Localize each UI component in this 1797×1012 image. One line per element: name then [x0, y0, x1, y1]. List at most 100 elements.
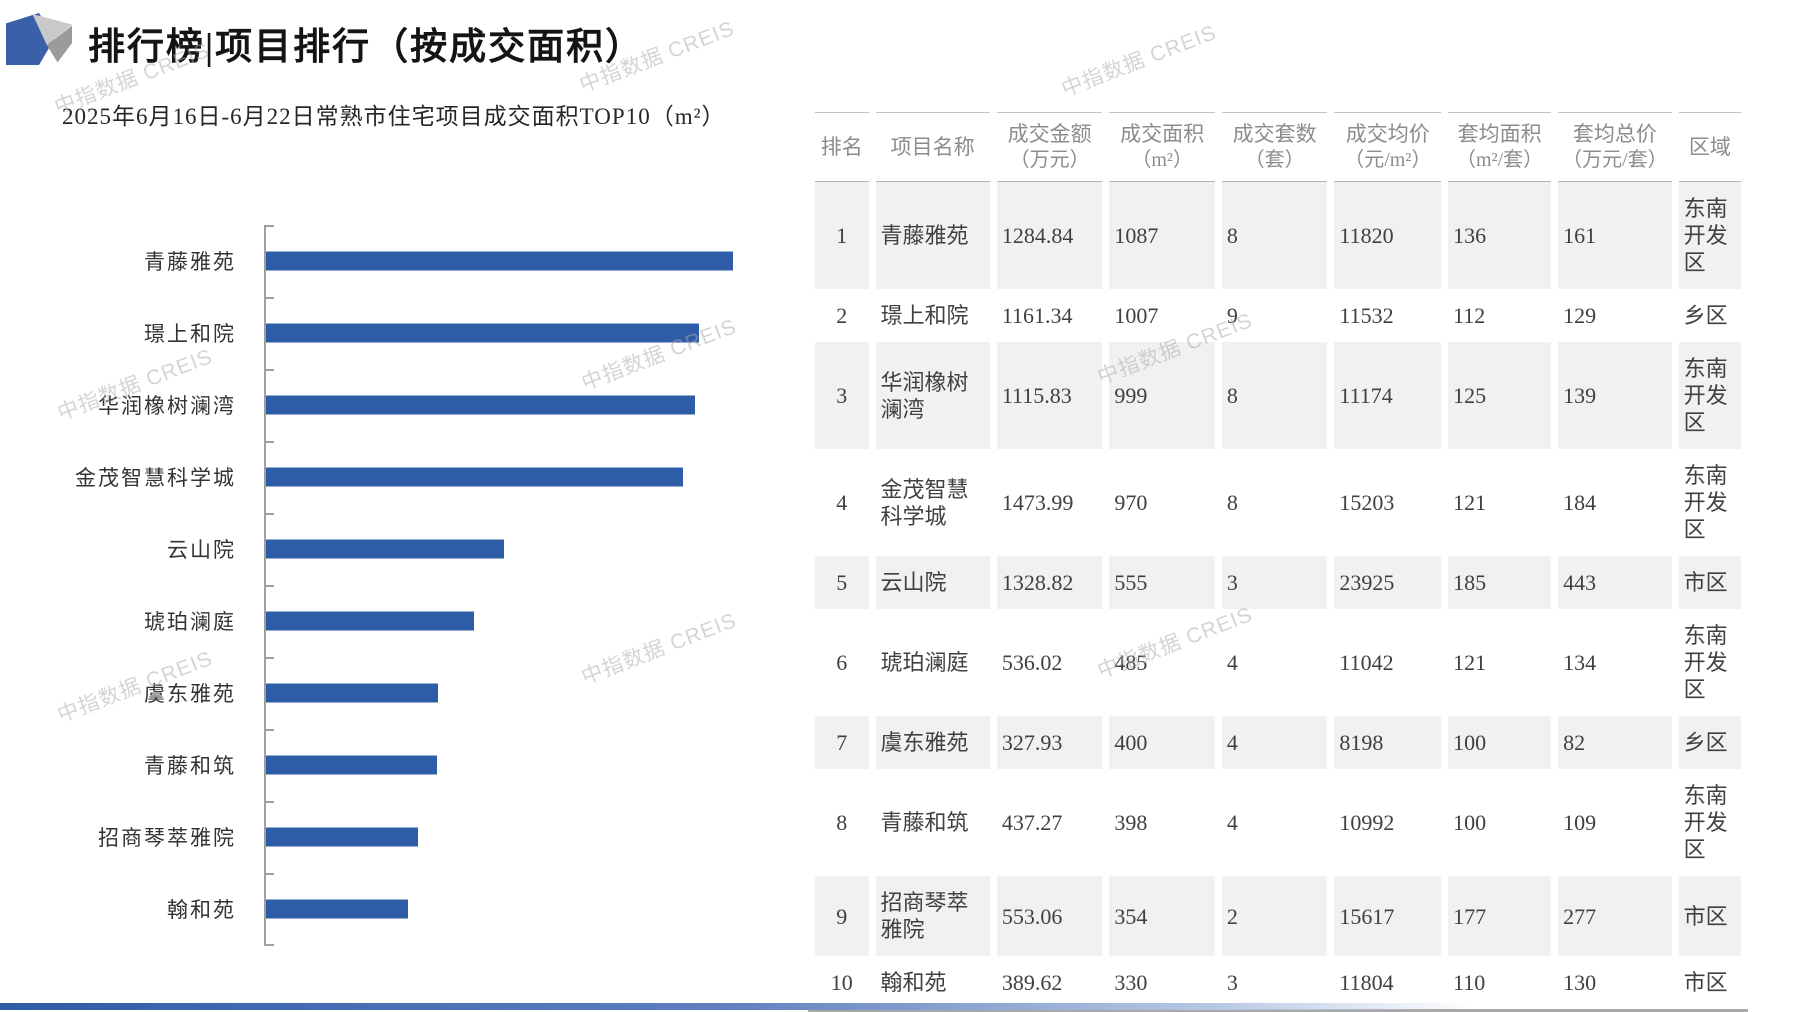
- district-cell: 市区: [1678, 876, 1741, 956]
- column-header-unit: （m²）: [1131, 149, 1193, 171]
- bar-6: [266, 611, 474, 631]
- value-cell: 999: [1109, 342, 1215, 449]
- value-cell: 121: [1453, 650, 1487, 675]
- bar-2: [266, 323, 699, 343]
- bar-row: 琥珀澜庭: [0, 585, 780, 657]
- district-cell: 东南开发区: [1683, 783, 1728, 862]
- transaction-area-bar-chart: 青藤雅苑 璟上和院 华润橡树澜湾 金茂智慧科学城 云山院 琥珀澜庭 虞东雅苑 青藤和筑 招商琴萃…: [0, 225, 780, 946]
- value-cell: 330: [1114, 970, 1148, 995]
- axis-tick: [264, 801, 274, 803]
- value-cell: 8: [1226, 490, 1238, 515]
- value-cell: 9: [1226, 303, 1238, 328]
- value-cell: 1087: [1109, 182, 1215, 289]
- watermark-text: 中指数据 CREIS: [1058, 20, 1220, 102]
- table-row: 10 翰和苑 389.62 330 3 11804 110 130 市区: [815, 956, 1741, 1009]
- category-label: 翰和苑: [167, 898, 236, 922]
- value-cell: 1284.84: [996, 182, 1103, 289]
- value-cell: 485: [1114, 650, 1148, 675]
- column-header-label: 成交面积: [1120, 122, 1205, 146]
- district-cell: 乡区: [1678, 716, 1741, 769]
- table-row: 8 青藤和筑 437.27 398 4 10992 100 109 东南开发区: [815, 769, 1741, 876]
- category-label: 青藤雅苑: [144, 250, 236, 274]
- category-label: 华润橡树澜湾: [98, 394, 236, 418]
- value-cell: 354: [1109, 876, 1215, 956]
- axis-tick: [264, 657, 274, 659]
- bar-row: 青藤雅苑: [0, 225, 780, 297]
- district-cell: 乡区: [1683, 303, 1728, 328]
- value-cell: 3: [1221, 556, 1328, 609]
- value-cell: 555: [1109, 556, 1215, 609]
- table-row: 4 金茂智慧科学城 1473.99 970 8 15203 121 184 东南开发区: [815, 449, 1741, 556]
- category-label: 金茂智慧科学城: [75, 466, 236, 490]
- category-label: 招商琴萃雅院: [98, 826, 236, 850]
- value-cell: 134: [1563, 650, 1597, 675]
- district-cell: 东南开发区: [1683, 463, 1728, 542]
- value-cell: 2: [1221, 876, 1328, 956]
- value-cell: 184: [1563, 490, 1597, 515]
- value-cell: 4: [1226, 810, 1238, 835]
- column-header-unit: （万元/套）: [1562, 149, 1668, 171]
- district-cell: 市区: [1678, 556, 1741, 609]
- value-cell: 1473.99: [1001, 490, 1074, 515]
- bar-10: [266, 899, 408, 919]
- value-cell: 1115.83: [996, 342, 1103, 449]
- axis-tick: [264, 297, 274, 299]
- value-cell: 1161.34: [1001, 303, 1073, 328]
- creis-logo: [6, 13, 72, 65]
- value-cell: 130: [1563, 970, 1597, 995]
- value-cell: 437.27: [1001, 810, 1063, 835]
- bar-row: 翰和苑: [0, 873, 780, 945]
- column-header-unit: （套）: [1244, 149, 1305, 171]
- value-cell: 109: [1563, 810, 1597, 835]
- value-cell: 161: [1558, 182, 1672, 289]
- bar-row: 招商琴萃雅院: [0, 801, 780, 873]
- value-cell: 8: [1221, 342, 1328, 449]
- category-label: 琥珀澜庭: [144, 610, 236, 634]
- rank-cell: 4: [836, 490, 848, 515]
- value-cell: 11532: [1339, 303, 1394, 328]
- value-cell: 553.06: [996, 876, 1103, 956]
- value-cell: 82: [1558, 716, 1672, 769]
- project-name-cell: 翰和苑: [880, 970, 947, 995]
- value-cell: 15203: [1339, 490, 1395, 515]
- value-cell: 1007: [1114, 303, 1159, 328]
- rank-cell: 1: [815, 182, 869, 289]
- column-header: 区域: [1678, 112, 1741, 182]
- table-row: 2 璟上和院 1161.34 1007 9 11532 112 129 乡区: [815, 289, 1741, 342]
- column-header-label: 套均面积: [1457, 122, 1542, 146]
- value-cell: 3: [1226, 970, 1238, 995]
- table-row: 1 青藤雅苑 1284.84 1087 8 11820 136 161 东南开发区: [815, 182, 1741, 289]
- category-label: 青藤和筑: [144, 754, 236, 778]
- rank-cell: 10: [830, 970, 853, 995]
- axis-tick: [264, 441, 274, 443]
- district-cell: 东南开发区: [1683, 623, 1728, 702]
- page-title: 排行榜|项目排行（按成交面积）: [88, 27, 645, 68]
- bar-1: [266, 251, 733, 271]
- column-header: 成交套数 （套）: [1221, 112, 1328, 182]
- column-header-unit: （元/m²）: [1344, 149, 1432, 171]
- value-cell: 185: [1448, 556, 1552, 609]
- column-header: 套均面积 （m²/套）: [1448, 112, 1552, 182]
- value-cell: 389.62: [1001, 970, 1063, 995]
- project-name-cell: 青藤和筑: [880, 810, 969, 835]
- project-name-cell: 招商琴萃雅院: [875, 876, 990, 956]
- district-cell: 东南开发区: [1678, 342, 1741, 449]
- value-cell: 11820: [1334, 182, 1442, 289]
- value-cell: 4: [1221, 716, 1328, 769]
- axis-tick: [264, 369, 274, 371]
- value-cell: 121: [1453, 490, 1487, 515]
- bar-row: 金茂智慧科学城: [0, 441, 780, 513]
- axis-tick: [264, 873, 274, 875]
- table-row: 6 琥珀澜庭 536.02 485 4 11042 121 134 东南开发区: [815, 609, 1741, 716]
- project-name-cell: 虞东雅苑: [875, 716, 990, 769]
- column-header-unit: （m²/套）: [1456, 149, 1544, 171]
- axis-tick: [264, 944, 274, 946]
- value-cell: 125: [1448, 342, 1552, 449]
- category-label: 虞东雅苑: [144, 682, 236, 706]
- rank-cell: 2: [836, 303, 848, 328]
- column-header: 成交均价 （元/m²）: [1334, 112, 1442, 182]
- column-header: 成交面积 （m²）: [1109, 112, 1215, 182]
- table-row: 7 虞东雅苑 327.93 400 4 8198 100 82 乡区: [815, 716, 1741, 769]
- column-header: 套均总价 （万元/套）: [1558, 112, 1672, 182]
- district-cell: 东南开发区: [1678, 182, 1741, 289]
